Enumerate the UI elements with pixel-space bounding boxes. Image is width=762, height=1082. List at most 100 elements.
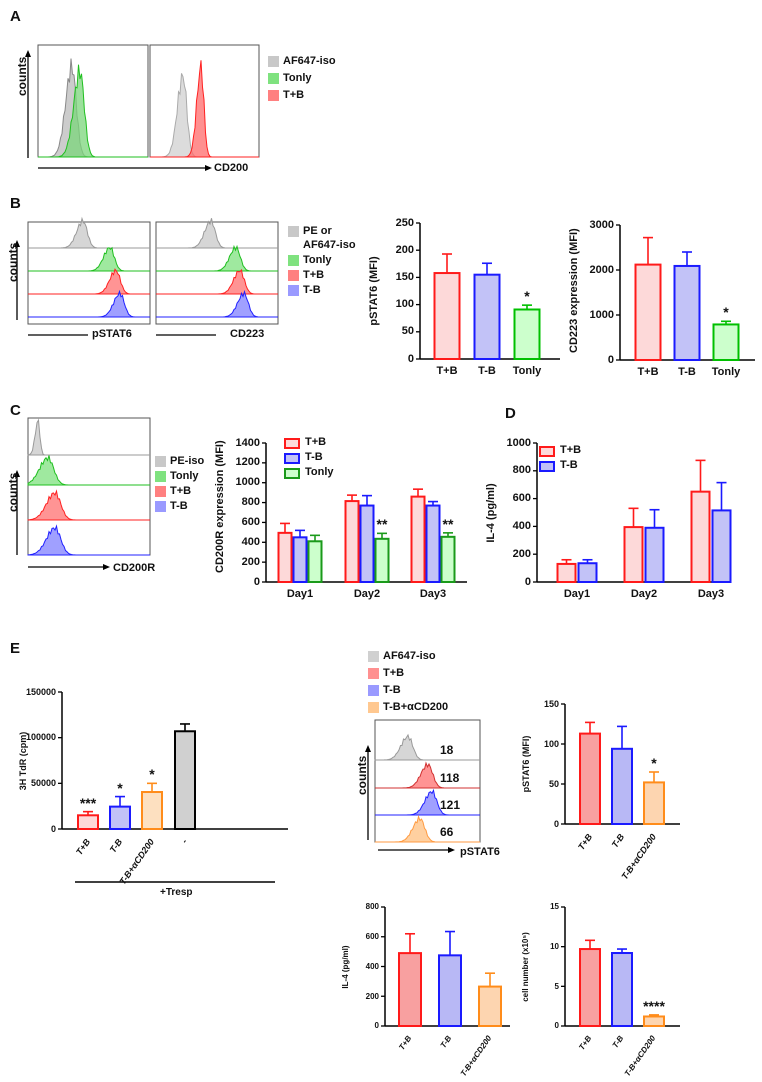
y-tick-label: 150 <box>395 270 414 283</box>
bar-t-b <box>344 500 360 584</box>
legend-swatch <box>288 254 299 266</box>
x-tick-label: T+B <box>637 366 659 378</box>
mfi-value: 118 <box>440 771 460 785</box>
y-tick-label: 250 <box>395 216 414 229</box>
y-tick-label: 0 <box>253 575 260 588</box>
legend-swatch <box>284 468 300 479</box>
histogram-frame <box>155 221 279 325</box>
y-tick-label: 1000 <box>506 436 531 449</box>
legend-label: T-B <box>305 451 323 463</box>
legend-item: T+B <box>155 485 191 497</box>
bar-tonly <box>712 323 740 362</box>
y-axis-label: 3H TdR (cpm) <box>18 731 28 790</box>
x-tick-label: T-B <box>478 365 496 377</box>
y-tick-label: 100 <box>543 738 559 749</box>
y-tick-label: 200 <box>241 555 260 568</box>
legend-swatch <box>539 461 555 472</box>
legend-swatch <box>155 455 166 467</box>
arrow-head <box>205 165 212 171</box>
bar-tonly <box>374 537 390 584</box>
arrow-head <box>25 50 31 57</box>
y-tick-label: 15 <box>550 902 559 912</box>
y-tick-label: 100 <box>395 298 414 311</box>
legend-item: T+B <box>268 89 304 101</box>
x-tick-label: T+B <box>436 365 458 377</box>
mfi-value: 66 <box>440 825 454 839</box>
y-axis-label: IL-4 (pg/ml) <box>485 482 497 543</box>
y-axis-label: pSTAT6 (MFI) <box>368 256 380 326</box>
legend-item: AF647-iso <box>368 650 436 662</box>
legend-label: T-B <box>560 459 578 471</box>
bar-t-b <box>277 531 293 584</box>
y-tick-label: 800 <box>512 464 531 477</box>
histogram-frame <box>27 221 151 325</box>
bar-t-b <box>634 263 662 362</box>
bar-t-b <box>359 504 375 583</box>
y-tick-label: 600 <box>365 932 379 942</box>
y-tick-label: 150000 <box>25 686 56 697</box>
legend-swatch <box>288 269 299 281</box>
histogram-row <box>27 524 150 556</box>
y-axis-label: CD200R expression (MFI) <box>214 439 226 573</box>
legend-label: AF647-iso <box>303 239 356 251</box>
significance-marker: * <box>651 755 657 771</box>
y-axis-label: IL-4 (pg/ml) <box>341 944 350 989</box>
mfi-value: 121 <box>440 798 461 812</box>
y-tick-label: 600 <box>241 515 260 528</box>
histogram-tonly <box>38 64 148 158</box>
y-tick-label: 50 <box>548 778 559 789</box>
y-axis-label-counts: counts <box>355 755 369 795</box>
y-tick-label: 50000 <box>30 778 56 789</box>
significance-marker: ** <box>376 516 388 533</box>
legend-label: T+B <box>170 485 192 497</box>
legend-label: Tonly <box>303 254 332 266</box>
legend-swatch <box>284 453 300 464</box>
bar-t-b <box>109 805 131 831</box>
y-axis-label-counts: counts <box>15 56 29 96</box>
y-tick-label: 1200 <box>235 456 260 469</box>
y-tick-label: 400 <box>241 535 260 548</box>
significance-marker: * <box>723 304 729 321</box>
legend-label: T+B <box>303 269 325 281</box>
bar-t-b-cd200 <box>643 1015 665 1027</box>
bar-tonly <box>307 540 323 583</box>
legend-item: Tonly <box>288 254 332 266</box>
y-tick-label: 0 <box>374 1021 379 1031</box>
legend-swatch <box>368 684 379 696</box>
y-axis-label-counts: counts <box>6 242 20 282</box>
legend-swatch <box>268 72 279 84</box>
y-tick-label: 0 <box>607 353 614 366</box>
y-tick-label: 1000 <box>589 308 614 321</box>
y-axis-label: CD223 expression (MFI) <box>568 227 580 353</box>
y-tick-label: 1000 <box>235 476 260 489</box>
x-axis-label-pstat6: pSTAT6 <box>92 328 132 340</box>
x-tick-label: Day1 <box>286 588 314 600</box>
significance-marker: ** <box>442 515 454 532</box>
legend-label: PE-iso <box>170 455 205 467</box>
panel-label-e: E <box>10 640 21 657</box>
legend-item: AF647-iso <box>268 55 336 67</box>
panel-label-a: A <box>10 8 21 25</box>
bar-t-b-cd200 <box>141 791 163 831</box>
y-tick-label: 200 <box>395 243 414 256</box>
bar-t-b <box>473 273 501 360</box>
bar-t-b <box>398 952 422 1027</box>
bar-t-b <box>673 264 701 362</box>
histogram-row <box>156 244 278 272</box>
y-tick-label: 600 <box>512 492 531 505</box>
bar-t-b <box>410 495 426 583</box>
y-tick-label: 2000 <box>589 263 614 276</box>
legend-label: T+B <box>383 667 405 679</box>
legend-swatch <box>284 438 300 449</box>
legend-label: AF647-iso <box>383 650 436 662</box>
x-axis-label-cd223: CD223 <box>230 328 265 340</box>
x-tick-label: Tonly <box>512 365 542 377</box>
panel-label-c: C <box>10 402 21 419</box>
histogram-row <box>375 761 480 789</box>
bar-t-b <box>438 954 462 1027</box>
bar-- <box>174 730 196 830</box>
x-axis-label-pstat6: pSTAT6 <box>460 846 500 858</box>
bar-t-b <box>711 509 732 584</box>
